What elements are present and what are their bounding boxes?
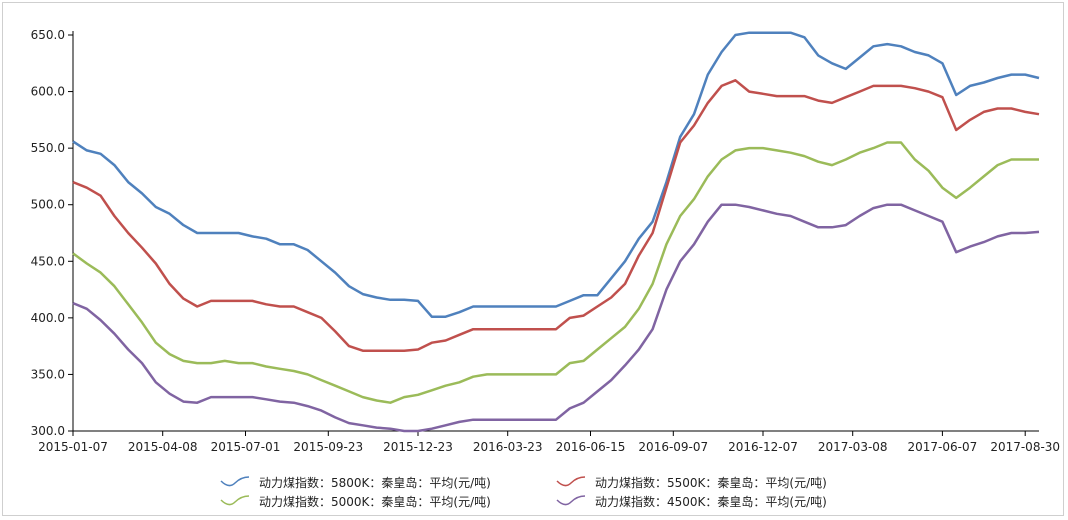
x-tick-label: 2016-06-15 xyxy=(556,440,626,454)
x-tick-label: 2015-04-08 xyxy=(128,440,198,454)
x-tick-label: 2016-12-07 xyxy=(728,440,798,454)
x-tick-label: 2015-07-01 xyxy=(211,440,281,454)
y-tick-label: 500.0 xyxy=(31,198,65,212)
y-tick-label: 550.0 xyxy=(31,141,65,155)
series-line-3 xyxy=(72,141,1039,404)
legend-swatch-3 xyxy=(220,495,250,506)
y-tick-label: 400.0 xyxy=(31,311,65,325)
legend-label-3: 动力煤指数：5000K：秦皇岛：平均(元/吨) xyxy=(259,494,491,509)
x-tick-label: 2016-03-23 xyxy=(473,440,543,454)
x-tick-label: 2016-09-07 xyxy=(638,440,708,454)
x-tick-label: 2015-01-07 xyxy=(38,440,108,454)
series-line-4 xyxy=(72,203,1040,433)
y-tick-label: 300.0 xyxy=(31,424,65,438)
legend-swatch-2 xyxy=(556,476,586,487)
x-tick-label: 2015-09-23 xyxy=(293,440,363,454)
x-tick-label: 2015-12-23 xyxy=(383,440,453,454)
legend-label-2: 动力煤指数：5500K：秦皇岛：平均(元/吨) xyxy=(595,475,827,490)
y-tick-label: 650.0 xyxy=(31,28,65,42)
series-line-2 xyxy=(72,79,1040,352)
legend-label-4: 动力煤指数：4500K：秦皇岛：平均(元/吨) xyxy=(595,494,827,509)
x-tick-label: 2017-03-08 xyxy=(818,440,888,454)
y-tick-label: 600.0 xyxy=(31,85,65,99)
x-tick-label: 2017-06-07 xyxy=(908,440,978,454)
x-tick-label: 2017-08-30 xyxy=(990,440,1060,454)
y-tick-label: 350.0 xyxy=(31,367,65,381)
legend-swatch-1 xyxy=(220,476,250,487)
series-line-1 xyxy=(72,31,1040,318)
y-tick-label: 450.0 xyxy=(31,254,65,268)
legend-swatch-4 xyxy=(556,495,586,506)
line-chart: 300.0 350.0 400.0 450.0 500.0 550.0 600.0 650.0… xyxy=(31,28,1060,509)
legend-label-1: 动力煤指数：5800K：秦皇岛：平均(元/吨) xyxy=(259,475,491,490)
